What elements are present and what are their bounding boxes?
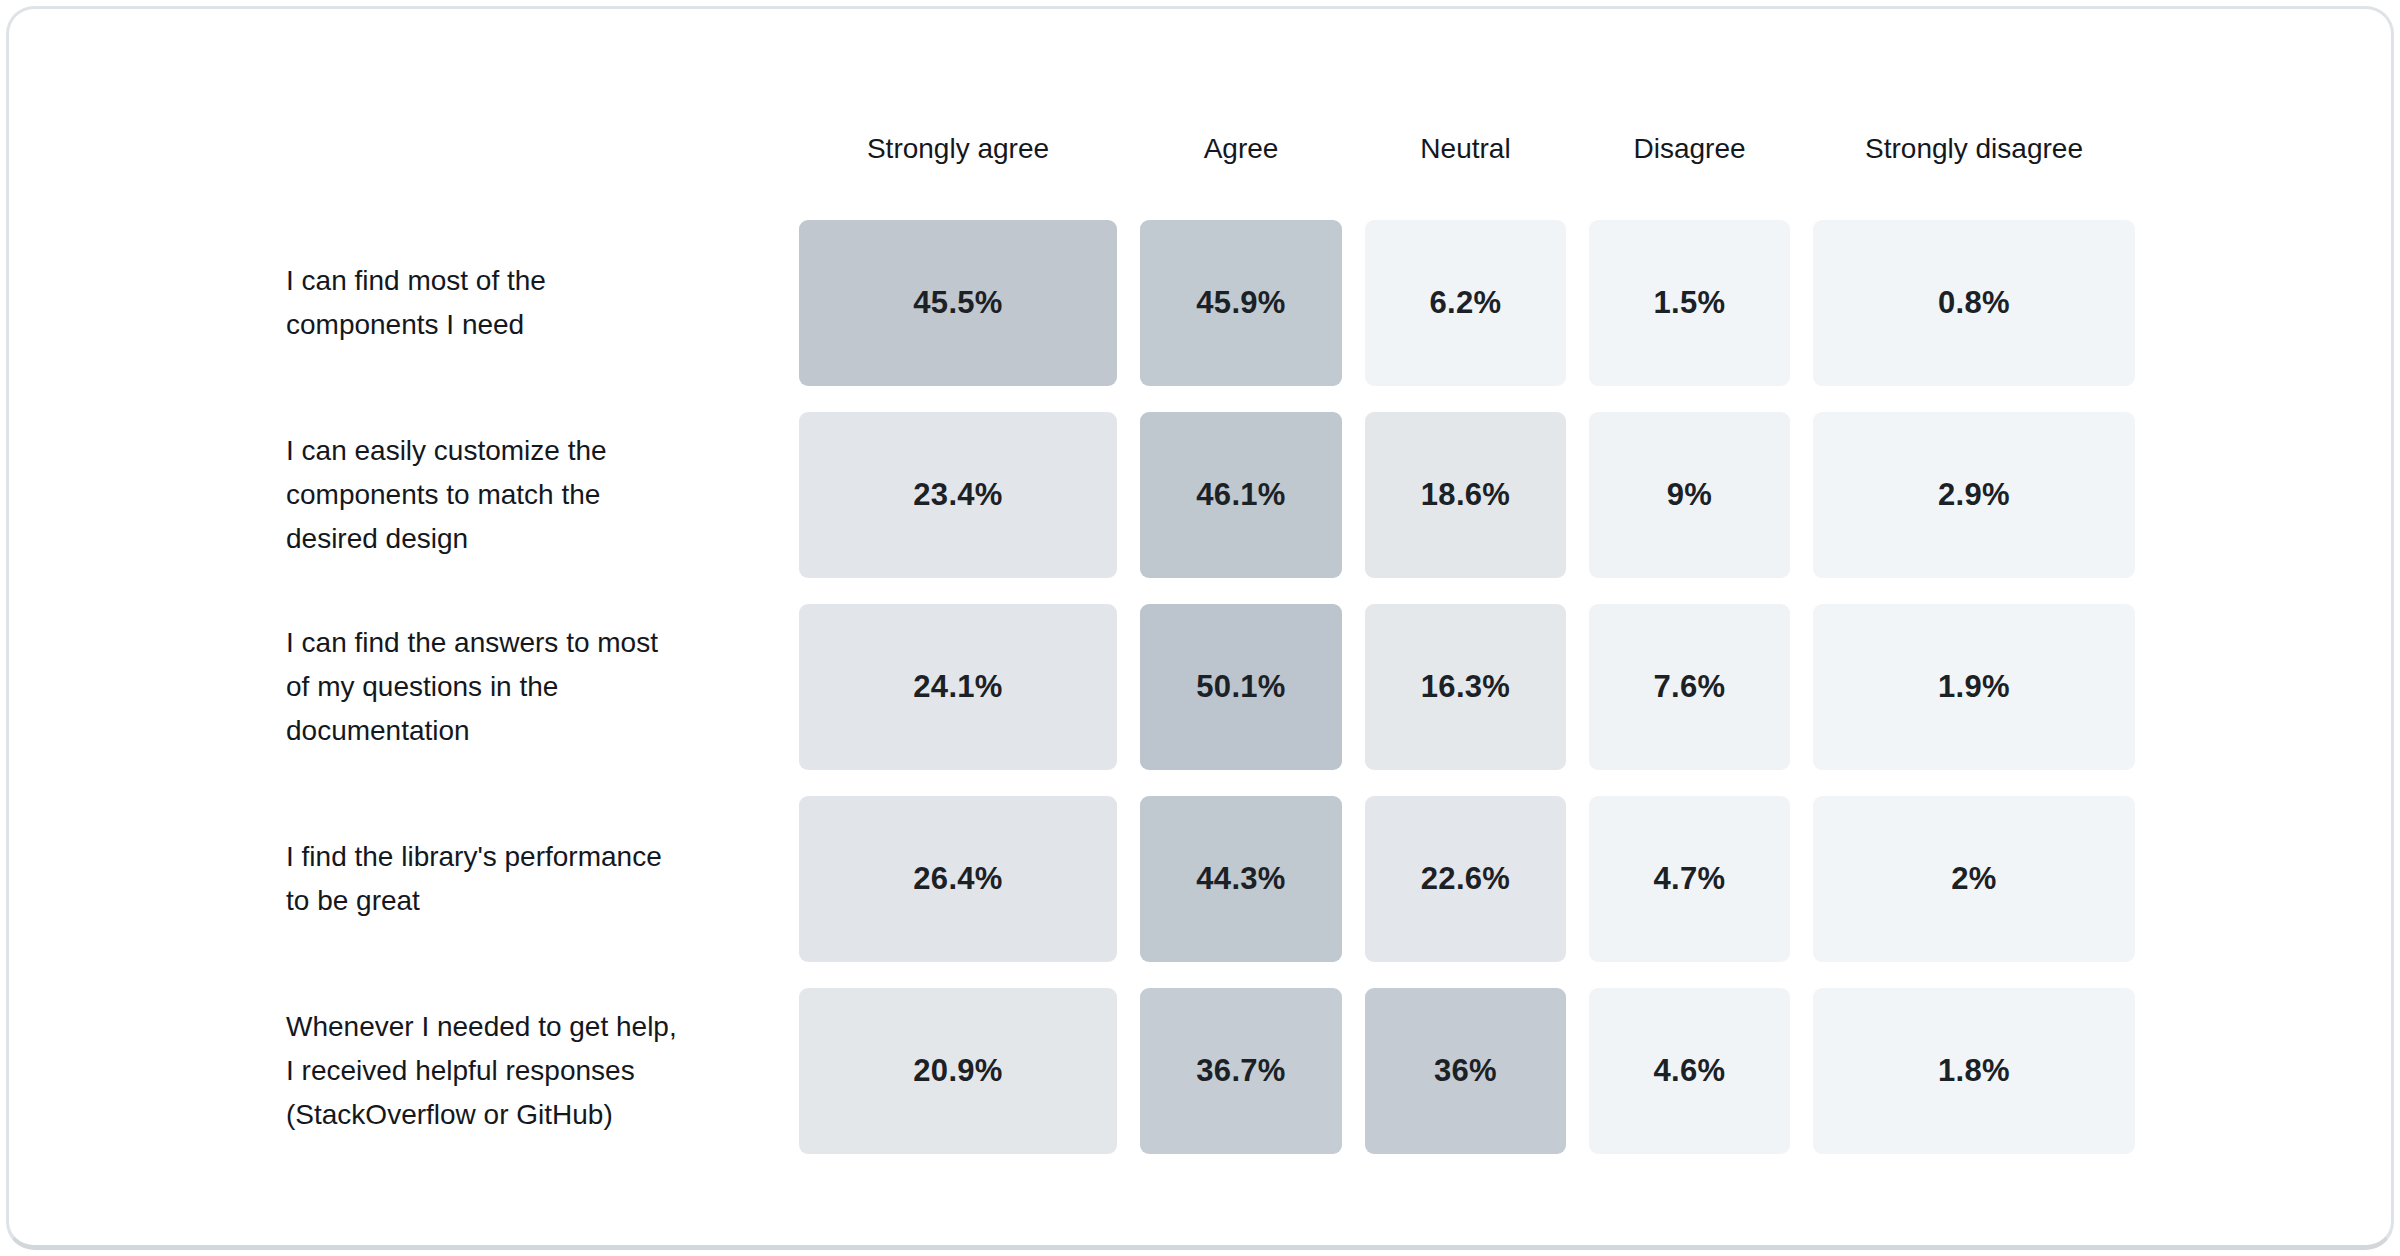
heatmap-cell: 50.1% bbox=[1140, 604, 1342, 770]
heatmap-cell: 2.9% bbox=[1813, 412, 2135, 578]
heatmap-cell: 45.9% bbox=[1140, 220, 1342, 386]
table-row: I can find most of the components I need… bbox=[286, 220, 2391, 386]
row-label: I can find the answers to most of my que… bbox=[286, 621, 776, 753]
table-row: I find the library's performance to be g… bbox=[286, 796, 2391, 962]
table-row: I can easily customize the components to… bbox=[286, 412, 2391, 578]
column-header-disagree: Disagree bbox=[1589, 133, 1790, 165]
column-header-agree: Agree bbox=[1140, 133, 1342, 165]
heatmap-cell: 4.7% bbox=[1589, 796, 1790, 962]
heatmap-cell: 2% bbox=[1813, 796, 2135, 962]
column-header-neutral: Neutral bbox=[1365, 133, 1566, 165]
heatmap-cell: 1.5% bbox=[1589, 220, 1790, 386]
column-header-strongly-agree: Strongly agree bbox=[799, 133, 1117, 165]
survey-results-card: Strongly agree Agree Neutral Disagree Strong… bbox=[6, 6, 2394, 1250]
heatmap-cell: 46.1% bbox=[1140, 412, 1342, 578]
heatmap-cell: 16.3% bbox=[1365, 604, 1566, 770]
header-row: Strongly agree Agree Neutral Disagree Strong… bbox=[286, 114, 2391, 184]
heatmap-cell: 44.3% bbox=[1140, 796, 1342, 962]
row-label: I can easily customize the components to… bbox=[286, 429, 776, 561]
table-row: I can find the answers to most of my que… bbox=[286, 604, 2391, 770]
heatmap-cell: 26.4% bbox=[799, 796, 1117, 962]
heatmap-cell: 1.8% bbox=[1813, 988, 2135, 1154]
heatmap-cell: 36.7% bbox=[1140, 988, 1342, 1154]
row-label: I can find most of the components I need bbox=[286, 259, 776, 347]
heatmap-cell: 24.1% bbox=[799, 604, 1117, 770]
table-row: Whenever I needed to get help, I receive… bbox=[286, 988, 2391, 1154]
heatmap-cell: 45.5% bbox=[799, 220, 1117, 386]
heatmap-cell: 1.9% bbox=[1813, 604, 2135, 770]
heatmap-cell: 4.6% bbox=[1589, 988, 1790, 1154]
heatmap-cell: 23.4% bbox=[799, 412, 1117, 578]
heatmap-cell: 6.2% bbox=[1365, 220, 1566, 386]
column-header-strongly-disagree: Strongly disagree bbox=[1813, 133, 2135, 165]
row-label: I find the library's performance to be g… bbox=[286, 835, 776, 923]
heatmap-rows: I can find most of the components I need… bbox=[286, 220, 2391, 1154]
heatmap-cell: 22.6% bbox=[1365, 796, 1566, 962]
heatmap-cell: 9% bbox=[1589, 412, 1790, 578]
heatmap-cell: 36% bbox=[1365, 988, 1566, 1154]
heatmap-cell: 18.6% bbox=[1365, 412, 1566, 578]
heatmap-cell: 20.9% bbox=[799, 988, 1117, 1154]
heatmap-cell: 7.6% bbox=[1589, 604, 1790, 770]
row-label: Whenever I needed to get help, I receive… bbox=[286, 1005, 776, 1137]
heatmap-cell: 0.8% bbox=[1813, 220, 2135, 386]
